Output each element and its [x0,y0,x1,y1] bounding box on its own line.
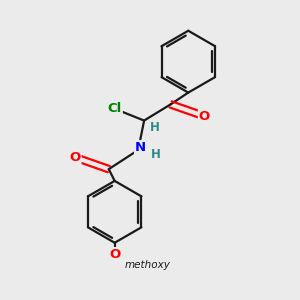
Text: H: H [151,148,161,161]
Text: methoxy: methoxy [125,260,171,270]
Text: O: O [199,110,210,123]
Text: Cl: Cl [107,102,122,115]
Text: O: O [109,248,120,261]
Text: N: N [135,141,146,154]
Text: H: H [149,122,159,134]
Text: O: O [69,151,80,164]
